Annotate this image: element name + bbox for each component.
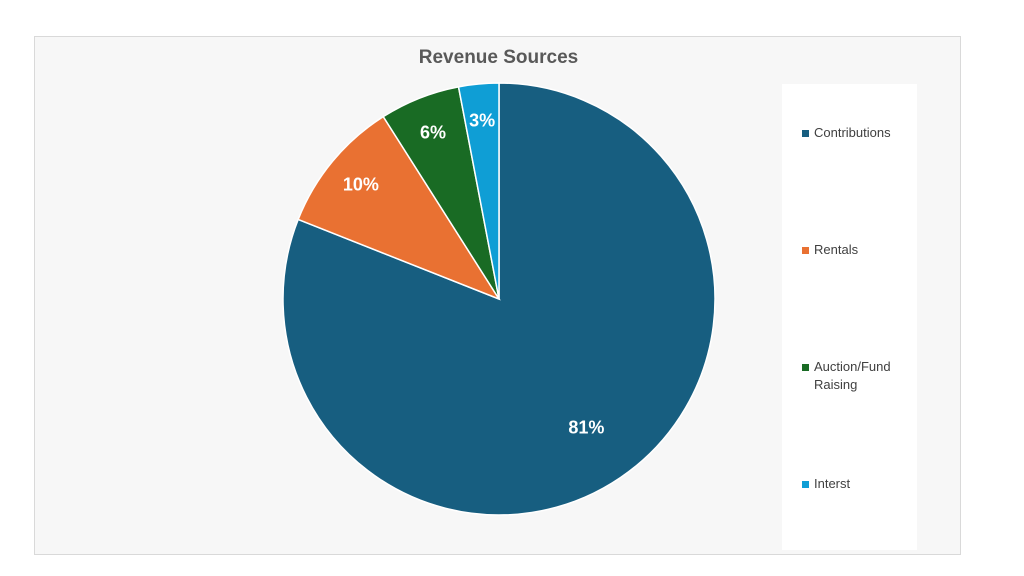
chart-legend: Contributions Rentals Auction/Fund Raisi…	[782, 84, 917, 550]
legend-item-contributions: Contributions	[802, 124, 912, 142]
legend-label-contributions: Contributions	[814, 125, 891, 140]
legend-label-auction-fund-raising: Auction/Fund Raising	[814, 359, 891, 392]
legend-item-rentals: Rentals	[802, 241, 912, 259]
pie-chart: 81% 10% 6% 3%	[282, 82, 716, 516]
chart-title: Revenue Sources	[418, 47, 579, 68]
legend-item-auction-fund-raising: Auction/Fund Raising	[802, 358, 912, 394]
pie-label-rentals: 10%	[343, 175, 379, 195]
legend-swatch-auction-fund-raising	[802, 364, 809, 371]
chart-area: Revenue Sources 81% 10% 6% 3% Contributions…	[34, 36, 961, 555]
pie-label-auction-fund-raising: 6%	[420, 122, 446, 142]
legend-swatch-rentals	[802, 247, 809, 254]
legend-label-rentals: Rentals	[814, 242, 859, 257]
legend-swatch-contributions	[802, 130, 809, 137]
pie-slice-interst	[457, 82, 500, 300]
legend-label-interst: Interst	[814, 476, 851, 491]
pie-slice-rentals	[297, 115, 501, 301]
legend-swatch-interst	[802, 481, 809, 488]
pie-label-contributions: 81%	[568, 418, 604, 438]
pie-label-interst: 3%	[469, 111, 495, 131]
legend-item-interst: Interst	[802, 475, 912, 493]
